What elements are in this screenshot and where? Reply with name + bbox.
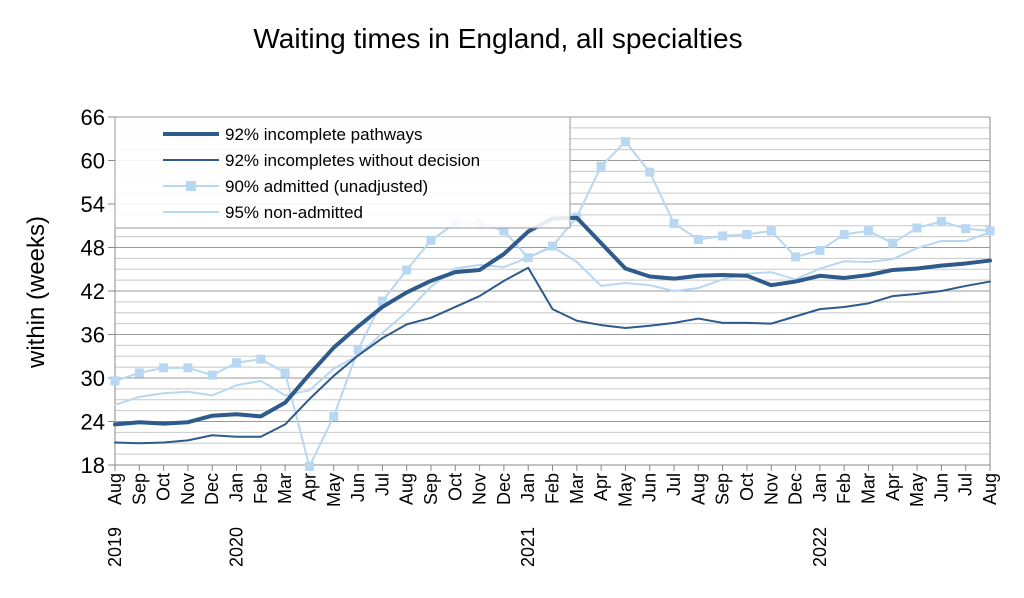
series-marker: [718, 231, 728, 241]
series-marker: [766, 226, 776, 236]
series-marker: [742, 229, 752, 239]
series-marker: [499, 226, 509, 236]
x-tick-label: May: [324, 473, 344, 507]
series-marker: [329, 411, 339, 421]
x-tick-label: Oct: [445, 473, 465, 501]
series-marker: [183, 363, 193, 373]
y-tick-label: 60: [81, 149, 105, 174]
series-marker: [791, 252, 801, 262]
series-marker: [256, 354, 266, 364]
x-tick-label: Jun: [931, 473, 951, 502]
x-tick-label: Dec: [786, 473, 806, 505]
x-year-label: 2019: [105, 527, 125, 567]
series-marker: [159, 363, 169, 373]
series-marker: [912, 223, 922, 233]
series-marker: [207, 370, 217, 380]
series-marker: [280, 368, 290, 378]
x-tick-label: May: [907, 473, 927, 507]
legend: 92% incomplete pathways 92% incompletes w…: [114, 116, 571, 229]
y-tick-label: 66: [81, 105, 105, 130]
x-tick-label: Aug: [688, 473, 708, 505]
legend-label: 92% incomplete pathways: [225, 125, 423, 144]
x-tick-label: Jun: [348, 473, 368, 502]
x-tick-label: Jul: [956, 473, 976, 496]
x-year-label: 2020: [227, 527, 247, 567]
chart-title: Waiting times in England, all specialtie…: [253, 23, 742, 54]
legend-label: 95% non-admitted: [225, 203, 363, 222]
series-marker: [961, 224, 971, 234]
x-tick-label: Apr: [591, 473, 611, 501]
x-tick-label: Feb: [251, 473, 271, 504]
series-marker: [936, 216, 946, 226]
series-marker: [232, 358, 242, 368]
series-line: [114, 266, 991, 445]
x-tick-label: Nov: [178, 473, 198, 505]
x-tick-label: Jan: [518, 473, 538, 502]
x-year-label: 2021: [518, 527, 538, 567]
y-tick-label: 42: [81, 279, 105, 304]
series-marker: [110, 376, 120, 386]
series-marker: [863, 226, 873, 236]
y-tick-label: 18: [81, 453, 105, 478]
series-marker: [839, 229, 849, 239]
y-tick-label: 54: [81, 192, 105, 217]
legend-label: 92% incompletes without decision: [225, 151, 480, 170]
x-tick-label: Jul: [372, 473, 392, 496]
x-tick-label: Jun: [640, 473, 660, 502]
series-marker: [888, 238, 898, 248]
y-tick-label: 24: [81, 410, 105, 435]
x-tick-label: Dec: [202, 473, 222, 505]
x-tick-label: Sep: [713, 473, 733, 505]
series-marker: [620, 137, 630, 147]
x-tick-label: Mar: [275, 473, 295, 504]
x-tick-label: Feb: [543, 473, 563, 504]
x-tick-label: Sep: [421, 473, 441, 505]
x-tick-label: Nov: [761, 473, 781, 505]
y-tick-label: 48: [81, 236, 105, 261]
series-marker: [304, 461, 314, 471]
series-marker: [985, 226, 995, 236]
x-tick-label: May: [615, 473, 635, 507]
x-tick-label: Nov: [470, 473, 490, 505]
x-tick-label: Dec: [494, 473, 514, 505]
series-marker: [548, 241, 557, 251]
series-marker: [523, 253, 533, 263]
x-tick-label: Apr: [883, 473, 903, 501]
series-marker: [134, 368, 144, 378]
x-tick-label: Oct: [154, 473, 174, 501]
series-marker: [815, 245, 825, 255]
series-marker: [693, 235, 703, 245]
x-tick-label: Sep: [129, 473, 149, 505]
series-marker: [426, 235, 436, 245]
x-tick-label: Oct: [737, 473, 757, 501]
legend-label: 90% admitted (unadjusted): [225, 177, 428, 196]
legend-box: [114, 116, 571, 229]
series-marker: [645, 167, 655, 177]
series-marker: [353, 345, 363, 355]
x-tick-label: Mar: [858, 473, 878, 504]
y-tick-label: 36: [81, 323, 105, 348]
y-tick-label: 30: [81, 366, 105, 391]
x-tick-label: Apr: [299, 473, 319, 501]
x-tick-label: Aug: [397, 473, 417, 505]
x-tick-label: Jan: [227, 473, 247, 502]
y-axis-label: within (weeks): [23, 216, 50, 369]
legend-swatch-marker: [186, 181, 196, 191]
x-tick-label: Jan: [810, 473, 830, 502]
x-tick-label: Aug: [980, 473, 1000, 505]
x-tick-label: Aug: [105, 473, 125, 505]
series-marker: [402, 265, 412, 275]
x-tick-label: Feb: [834, 473, 854, 504]
series-marker: [669, 219, 679, 229]
x-tick-label: Jul: [664, 473, 684, 496]
x-year-label: 2022: [810, 527, 830, 567]
series-marker: [596, 161, 606, 171]
series-marker: [377, 296, 387, 306]
x-tick-label: Mar: [567, 473, 587, 504]
